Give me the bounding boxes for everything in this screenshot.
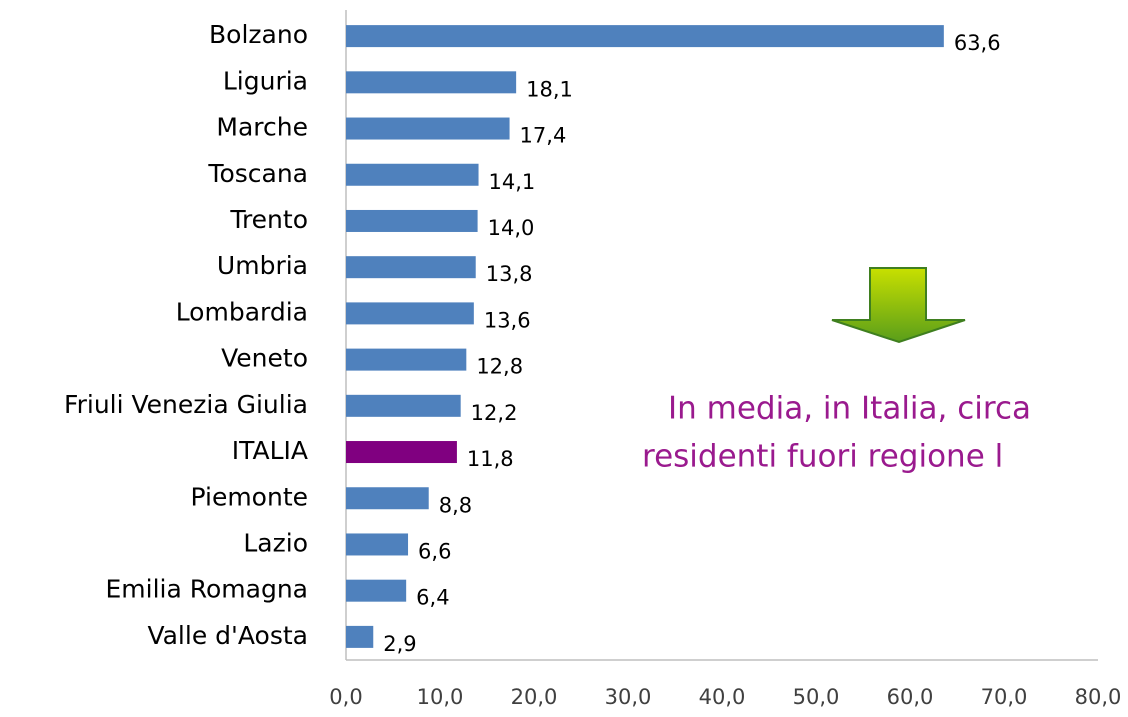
x-tick-label: 0,0 [329,685,362,709]
x-tick-label: 70,0 [981,685,1028,709]
value-label: 6,4 [416,586,449,610]
bar [346,256,476,279]
value-label: 13,6 [484,308,531,332]
bar [346,394,461,417]
x-tick-label: 10,0 [417,685,464,709]
category-label: Bolzano [209,20,308,49]
category-label: Piemonte [190,482,308,511]
x-tick-label: 60,0 [887,685,934,709]
value-label: 2,9 [383,632,416,656]
x-tick-label: 80,0 [1075,685,1122,709]
category-label: Marche [216,113,308,142]
category-label: Valle d'Aosta [147,621,308,650]
bar [346,117,510,140]
value-label: 12,8 [476,355,523,379]
category-label: Friuli Venezia Giulia [64,390,308,419]
bar [346,163,479,186]
bar [346,209,478,232]
down-arrow [831,267,966,344]
category-label: Toscana [207,159,308,188]
value-label: 11,8 [467,447,514,471]
value-label: 14,0 [488,216,535,240]
category-label: Emilia Romagna [105,575,308,604]
bar [346,579,407,602]
category-label: Veneto [221,344,308,373]
value-label: 6,6 [418,539,451,563]
bar [346,625,374,648]
x-tick-label: 30,0 [605,685,652,709]
value-label: 18,1 [526,77,573,101]
value-label: 17,4 [520,124,567,148]
bar [346,441,457,464]
annotation: residenti fuori regione l [642,439,1003,475]
bar [346,302,474,325]
bar [346,25,944,48]
category-label: ITALIA [232,436,308,465]
value-label: 13,8 [486,262,533,286]
category-label: Lombardia [176,297,308,326]
value-label: 12,2 [471,401,518,425]
annotation: In media, in Italia, circa [668,391,1031,427]
category-label: Lazio [243,528,308,557]
bar [346,71,517,94]
value-label: 8,8 [439,493,472,517]
bar [346,487,429,510]
category-label: Trento [229,205,308,234]
x-tick-label: 20,0 [511,685,558,709]
bar [346,348,467,371]
bar [346,533,409,556]
x-tick-label: 40,0 [699,685,746,709]
category-label: Liguria [223,66,308,95]
value-label: 14,1 [489,170,536,194]
category-label: Umbria [217,251,308,280]
value-label: 63,6 [954,31,1001,55]
x-tick-label: 50,0 [793,685,840,709]
